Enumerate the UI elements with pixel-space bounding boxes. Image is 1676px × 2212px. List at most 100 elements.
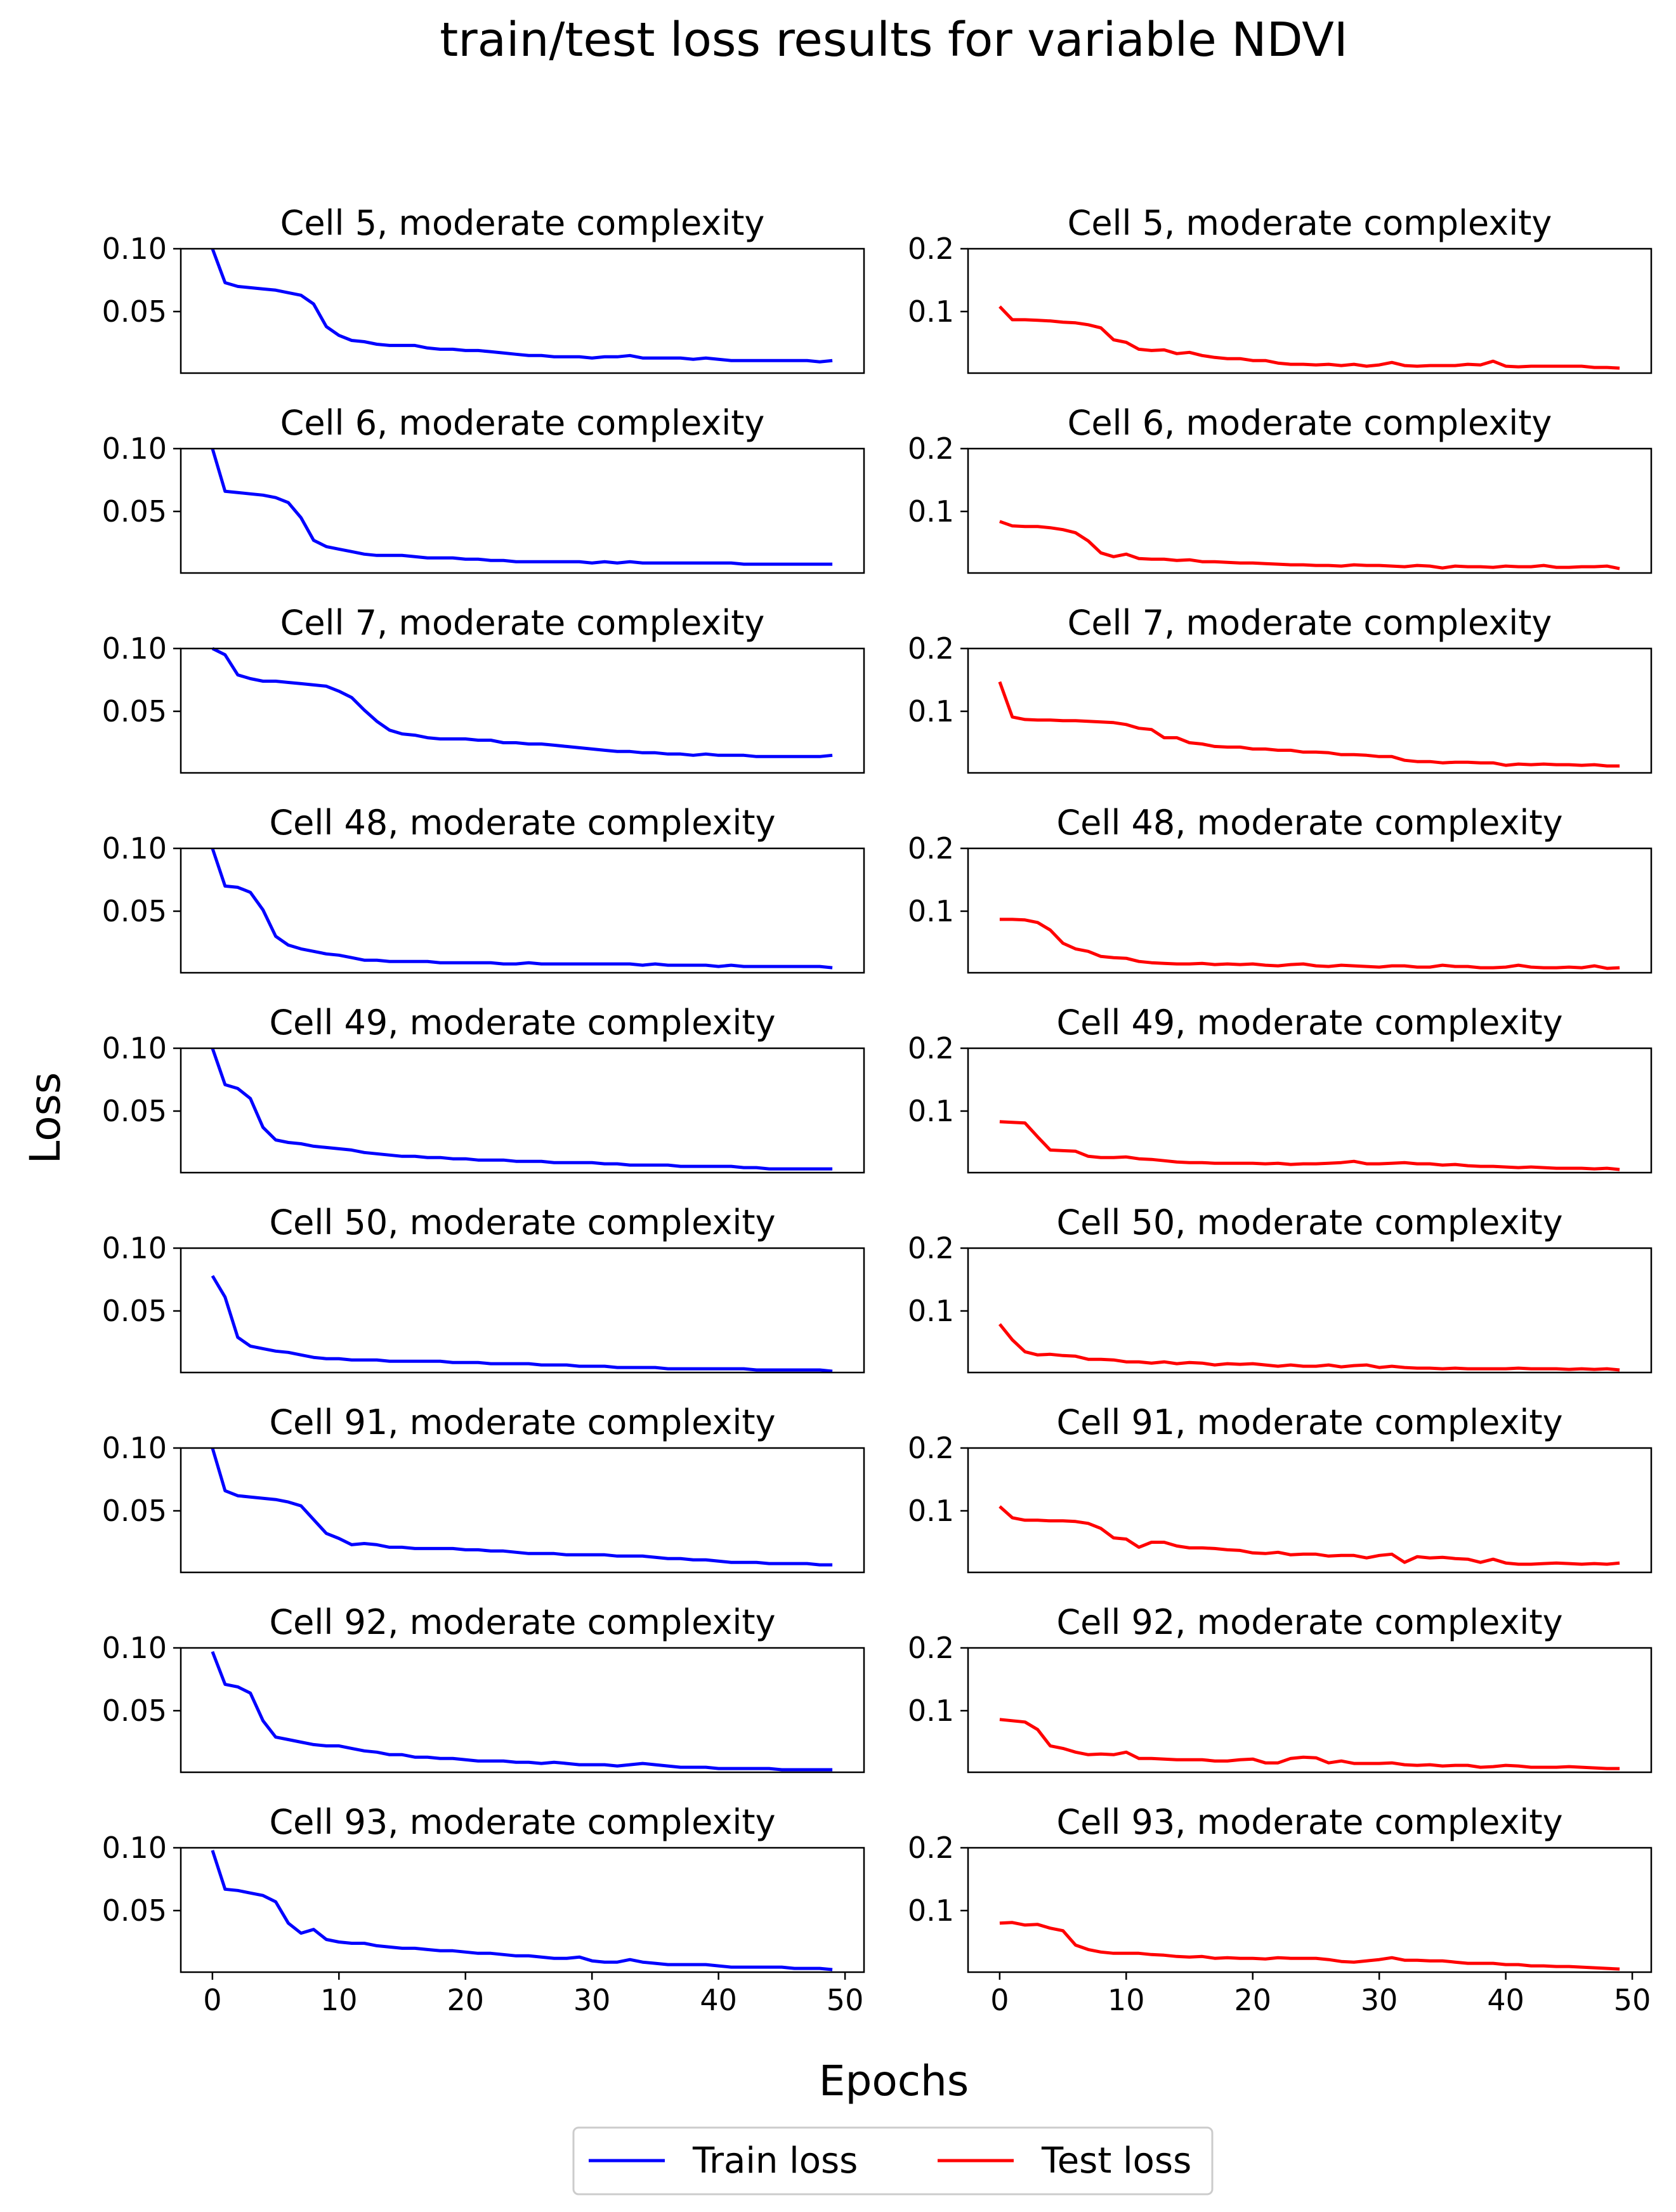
- y-tick-label: 0.10: [102, 831, 167, 866]
- subplot-train-9: Cell 93, moderate complexity 0.05 0.10 0 10 2…: [102, 1802, 865, 2017]
- y-tick-label: 0.05: [102, 894, 167, 928]
- legend-train-label: Train loss: [692, 2140, 858, 2182]
- x-tick-label: 50: [827, 1983, 864, 2017]
- subplot-title: Cell 50, moderate complexity: [269, 1202, 775, 1242]
- subplot-test-8: Cell 92, moderate complexity 0.1 0.2: [908, 1602, 1653, 1774]
- subplot-title: Cell 6, moderate complexity: [280, 403, 765, 443]
- train-loss-line: [211, 647, 833, 758]
- subplot-title: Cell 49, moderate complexity: [269, 1003, 775, 1043]
- train-loss-line: [211, 1048, 833, 1171]
- subplot-title: Cell 49, moderate complexity: [1056, 1003, 1562, 1043]
- subplot-train-4: Cell 48, moderate complexity 0.05 0.10: [102, 803, 865, 974]
- subplot-test-4: Cell 48, moderate complexity 0.1 0.2: [908, 803, 1653, 974]
- y-tick-label: 0.05: [102, 1494, 167, 1528]
- y-tick-label: 0.1: [908, 1494, 954, 1528]
- legend: Train loss Test loss: [572, 2126, 1214, 2196]
- y-tick-label: 0.10: [102, 1831, 167, 1865]
- y-tick-label: 0.1: [908, 1694, 954, 1728]
- subplot-train-6: Cell 50, moderate complexity 0.05 0.10: [102, 1202, 865, 1374]
- x-tick-label: 10: [320, 1983, 358, 2017]
- subplot-title: Cell 92, moderate complexity: [1056, 1602, 1562, 1642]
- train-loss-line: [211, 1447, 833, 1567]
- x-tick-label: 50: [1614, 1983, 1651, 2017]
- subplot-title: Cell 92, moderate complexity: [269, 1602, 775, 1642]
- y-tick-label: 0.1: [908, 1094, 954, 1128]
- subplot-row-5: Cell 49, moderate complexity0.050.10Cell…: [102, 1003, 1653, 1174]
- y-tick-label: 0.05: [102, 1694, 167, 1728]
- test-loss-line: [999, 520, 1620, 570]
- subplot-title: Cell 6, moderate complexity: [1068, 403, 1552, 443]
- y-tick-label: 0.05: [102, 1893, 167, 1928]
- y-tick-label: 0.2: [908, 431, 954, 466]
- y-tick-label: 0.2: [908, 1431, 954, 1465]
- y-tick-label: 0.05: [102, 494, 167, 529]
- subplot-grid: Cell 5, moderate complexity0.050.10Cell …: [102, 203, 1653, 2017]
- subplot-row-2: Cell 6, moderate complexity0.050.10Cell …: [102, 403, 1653, 574]
- test-loss-line: [999, 1718, 1620, 1770]
- train-loss-line: [211, 1850, 833, 1972]
- test-loss-line: [998, 305, 1620, 370]
- subplot-train-2: Cell 6, moderate complexity 0.05 0.10: [102, 403, 865, 574]
- subplot-test-6: Cell 50, moderate complexity 0.1 0.2: [908, 1202, 1653, 1374]
- legend-test-label: Test loss: [1041, 2140, 1191, 2182]
- y-tick-label: 0.10: [102, 1031, 167, 1065]
- y-tick-label: 0.05: [102, 1294, 167, 1328]
- y-tick-label: 0.05: [102, 1094, 167, 1128]
- y-tick-label: 0.10: [102, 232, 167, 266]
- subplot-row-1: Cell 5, moderate complexity0.050.10Cell …: [102, 203, 1653, 374]
- x-tick-label: 30: [1361, 1983, 1398, 2017]
- subplot-row-6: Cell 50, moderate complexity0.050.10Cell…: [102, 1202, 1653, 1374]
- train-loss-line: [211, 248, 833, 364]
- subplot-row-4: Cell 48, moderate complexity0.050.10Cell…: [102, 803, 1653, 974]
- y-tick-label: 0.1: [908, 294, 954, 329]
- y-tick-label: 0.10: [102, 1231, 167, 1265]
- x-tick-label: 40: [1487, 1983, 1524, 2017]
- y-tick-label: 0.2: [908, 1831, 954, 1865]
- y-tick-label: 0.2: [908, 1231, 954, 1265]
- subplot-test-5: Cell 49, moderate complexity 0.1 0.2: [908, 1003, 1653, 1174]
- subplot-train-5: Cell 49, moderate complexity 0.05 0.10: [102, 1003, 865, 1174]
- subplot-title: Cell 7, moderate complexity: [1068, 603, 1552, 643]
- y-tick-label: 0.2: [908, 831, 954, 866]
- x-axis-label: Epochs: [819, 2057, 969, 2105]
- subplot-row-8: Cell 92, moderate complexity0.050.10Cell…: [102, 1602, 1653, 1774]
- x-tick-label: 30: [573, 1983, 611, 2017]
- y-tick-label: 0.2: [908, 1031, 954, 1065]
- train-loss-line: [211, 1650, 833, 1772]
- train-loss-line: [211, 448, 833, 566]
- y-tick-label: 0.05: [102, 694, 167, 728]
- subplot-title: Cell 50, moderate complexity: [1056, 1202, 1562, 1242]
- y-tick-label: 0.1: [908, 494, 954, 529]
- x-tick-label: 20: [447, 1983, 484, 2017]
- subplot-title: Cell 48, moderate complexity: [269, 803, 775, 843]
- subplot-title: Cell 48, moderate complexity: [1056, 803, 1562, 843]
- x-tick-label: 10: [1108, 1983, 1145, 2017]
- subplot-test-2: Cell 6, moderate complexity 0.1 0.2: [908, 403, 1653, 574]
- subplot-title: Cell 5, moderate complexity: [280, 203, 765, 243]
- y-tick-label: 0.2: [908, 631, 954, 666]
- subplot-title: Cell 5, moderate complexity: [1068, 203, 1552, 243]
- test-loss-line: [999, 1921, 1620, 1971]
- test-loss-line: [999, 1120, 1620, 1171]
- subplot-test-9: Cell 93, moderate complexity 0.1 0.2 0 10 20 3…: [908, 1802, 1653, 2017]
- subplot-row-3: Cell 7, moderate complexity0.050.10Cell …: [102, 603, 1653, 774]
- train-loss-line: [211, 848, 833, 970]
- test-loss-line: [998, 1505, 1620, 1566]
- subplot-title: Cell 91, moderate complexity: [269, 1402, 775, 1442]
- subplot-test-7: Cell 91, moderate complexity 0.1 0.2: [908, 1402, 1653, 1574]
- test-loss-line: [999, 918, 1620, 970]
- y-tick-label: 0.1: [908, 1294, 954, 1328]
- subplot-train-1: Cell 5, moderate complexity 0.05 0.10: [102, 203, 865, 374]
- subplot-title: Cell 93, moderate complexity: [1056, 1802, 1562, 1842]
- subplot-train-7: Cell 91, moderate complexity 0.05 0.10: [102, 1402, 865, 1574]
- y-tick-label: 0.10: [102, 1431, 167, 1465]
- test-loss-line: [998, 681, 1620, 768]
- y-tick-label: 0.1: [908, 694, 954, 728]
- y-tick-label: 0.2: [908, 232, 954, 266]
- y-tick-label: 0.10: [102, 631, 167, 666]
- y-tick-label: 0.2: [908, 1631, 954, 1665]
- legend-frame: [572, 2126, 1214, 2196]
